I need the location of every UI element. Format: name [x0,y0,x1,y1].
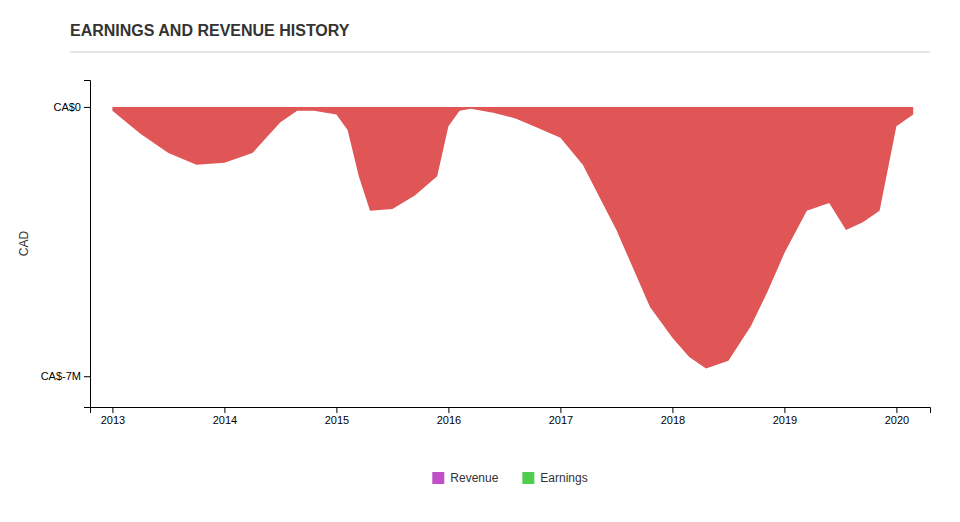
y-axis: CA$0 CA$-7M [41,81,91,408]
x-tick: 2016 [437,407,461,426]
x-tick-label: 2019 [773,414,797,426]
x-axis-line [91,408,931,414]
chart: EARNINGS AND REVENUE HISTORY 2013 2014 2015… [0,0,960,522]
x-tick-label: 2017 [549,414,573,426]
x-tick-label: 2013 [101,414,125,426]
y-tick: CA$0 [53,101,90,113]
x-tick: 2019 [773,407,797,426]
y-tick-label: CA$-7M [41,370,81,382]
x-tick-mark [224,407,225,413]
x-axis: 2013 2014 2015 2016 2017 2018 2019 2020 [91,407,931,426]
x-tick-mark [672,407,673,413]
y-tick-mark [84,376,90,377]
x-tick-label: 2018 [661,414,685,426]
x-tick-mark [560,407,561,413]
title-rule [70,52,930,53]
x-tick: 2013 [101,407,125,426]
area [112,107,913,369]
x-tick-label: 2020 [885,414,909,426]
x-tick: 2014 [213,407,237,426]
legend-swatch [432,472,444,484]
y-tick-label: CA$0 [53,101,81,113]
legend-label: Revenue [450,471,498,485]
x-tick: 2017 [549,407,573,426]
legend-item: Earnings [522,471,587,485]
x-tick-label: 2016 [437,414,461,426]
marks [112,107,913,369]
x-tick-mark [336,407,337,413]
x-tick-label: 2015 [325,414,349,426]
legend-item: Revenue [432,471,498,485]
title: EARNINGS AND REVENUE HISTORY [70,22,350,39]
legend-label: Earnings [540,471,587,485]
y-tick: CA$-7M [41,370,90,382]
y-axis-line [84,81,91,408]
plot: 2013 2014 2015 2016 2017 2018 2019 2020 CA$0 CA$-… [41,81,931,426]
x-tick: 2015 [325,407,349,426]
x-tick-mark [784,407,785,413]
x-tick-label: 2014 [213,414,237,426]
x-tick: 2020 [885,407,909,426]
legend: Revenue Earnings [432,471,587,485]
y-tick-mark [84,107,90,108]
x-tick: 2018 [661,407,685,426]
x-tick-mark [112,407,113,413]
y-axis-label: CAD [17,231,31,257]
legend-swatch [522,472,534,484]
x-tick-mark [448,407,449,413]
x-tick-mark [896,407,897,413]
